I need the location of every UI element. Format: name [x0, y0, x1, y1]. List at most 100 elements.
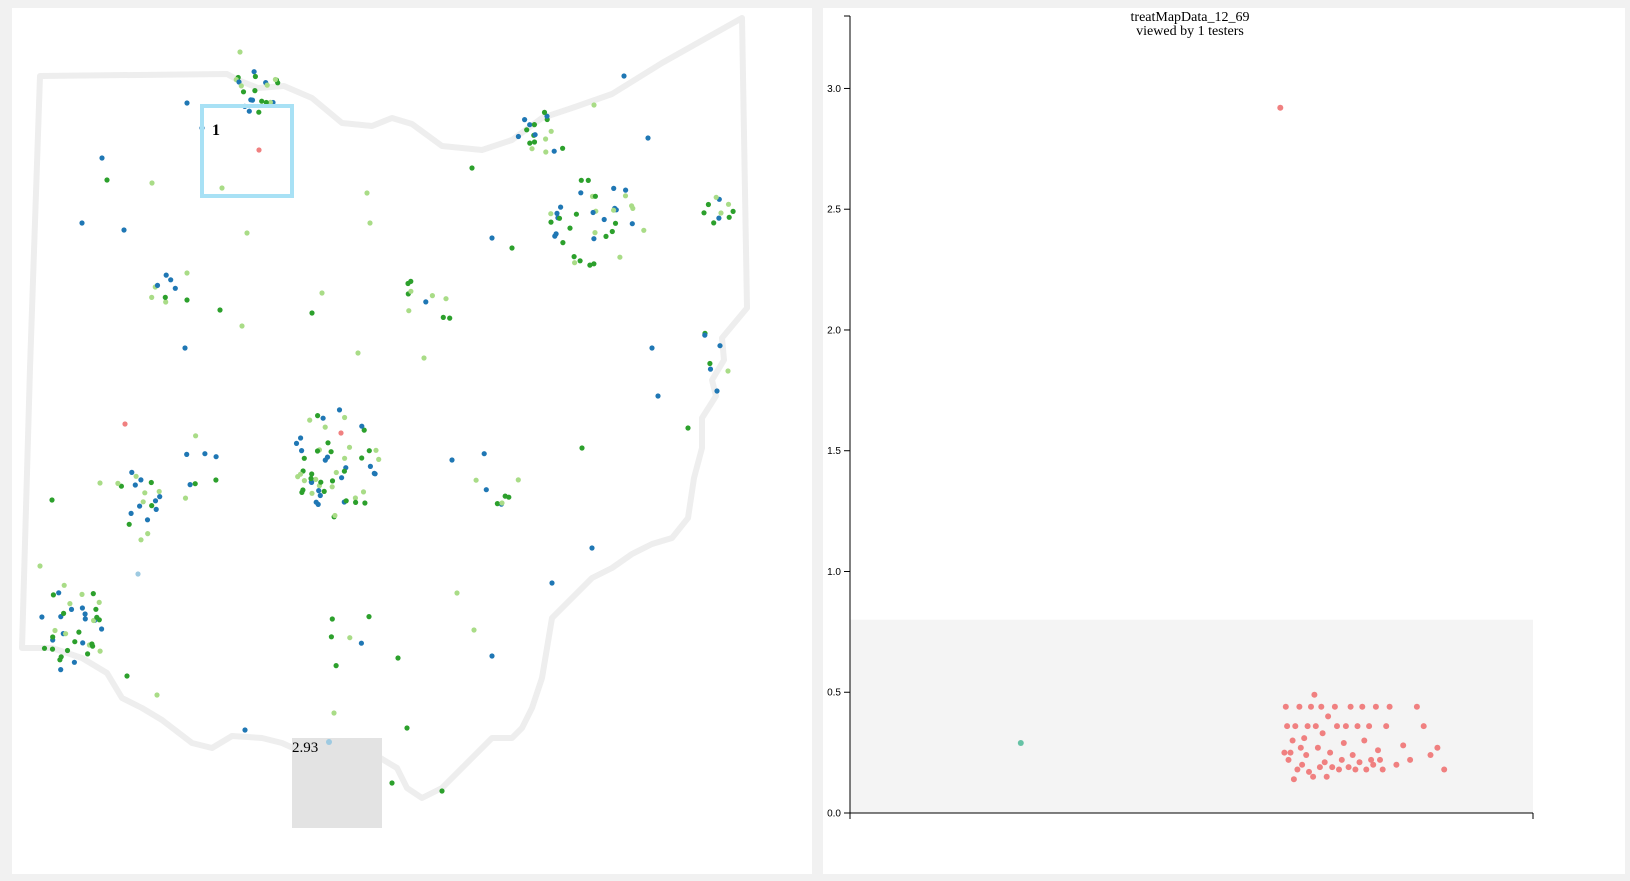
chart-point[interactable] [1308, 703, 1314, 710]
chart-point[interactable] [1359, 703, 1366, 710]
chart-point[interactable] [1342, 723, 1349, 730]
chart-point[interactable] [1383, 723, 1390, 730]
chart-point[interactable] [1299, 761, 1306, 768]
chart-point[interactable] [1325, 713, 1332, 720]
map-point [184, 270, 190, 276]
ohio-map[interactable]: 1 2.93 [12, 8, 812, 874]
map-point [67, 601, 73, 607]
chart-point[interactable] [1349, 752, 1356, 758]
map-point [548, 128, 554, 134]
chart-point[interactable] [1356, 759, 1363, 766]
map-point [52, 627, 58, 634]
chart-point[interactable] [1287, 749, 1294, 756]
map-point [338, 430, 344, 436]
map-point [213, 477, 219, 483]
chart-point[interactable] [1310, 773, 1317, 780]
gray-box[interactable] [292, 738, 382, 828]
chart-point[interactable] [1377, 756, 1383, 763]
chart-point[interactable] [1336, 766, 1342, 773]
map-point [187, 482, 193, 488]
map-point [352, 495, 358, 501]
chart-point[interactable] [1312, 723, 1319, 730]
chart-point[interactable] [1017, 740, 1024, 746]
map-point [154, 692, 160, 698]
chart-points [1017, 104, 1448, 783]
chart-point[interactable] [1323, 773, 1330, 780]
chart-point[interactable] [1301, 735, 1308, 742]
chart-point[interactable] [1370, 761, 1377, 768]
chart-point[interactable] [1393, 761, 1400, 768]
map-point [714, 388, 720, 394]
chart-point[interactable] [1304, 723, 1311, 730]
map-point [219, 185, 225, 191]
map-point [79, 605, 85, 611]
chart-point[interactable] [1296, 703, 1303, 710]
y-axis: 0.0 0.5 1.0 1.5 2.0 2.5 3.0 [827, 15, 851, 820]
chart-point[interactable] [1277, 104, 1284, 111]
map-point [298, 435, 304, 441]
map-point [531, 139, 538, 145]
map-point [329, 478, 336, 484]
chart-point[interactable] [1319, 730, 1326, 737]
chart-point[interactable] [1368, 756, 1375, 763]
chart-point[interactable] [1427, 752, 1434, 758]
gray-box-point [326, 739, 332, 745]
map-point [718, 210, 724, 216]
chart-point[interactable] [1289, 737, 1296, 744]
chart-point[interactable] [1366, 723, 1373, 730]
chart-point[interactable] [1303, 752, 1310, 758]
chart-point[interactable] [1379, 766, 1386, 773]
map-point [142, 490, 148, 496]
chart-point[interactable] [1294, 766, 1301, 773]
chart-point[interactable] [1372, 703, 1379, 710]
chart-point[interactable] [1314, 744, 1321, 751]
map-point [97, 648, 103, 654]
chart-point[interactable] [1290, 776, 1297, 783]
chart-point[interactable] [1321, 759, 1328, 766]
selection-box[interactable] [200, 104, 294, 198]
chart-point[interactable] [1363, 766, 1370, 773]
chart-point[interactable] [1420, 723, 1427, 730]
chart-point[interactable] [1407, 756, 1414, 763]
chart-point[interactable] [1347, 703, 1354, 710]
chart-point[interactable] [1345, 764, 1352, 771]
chart-point[interactable] [1352, 766, 1359, 773]
map-point [82, 616, 88, 622]
map-point [244, 230, 250, 236]
chart-point[interactable] [1318, 703, 1325, 710]
chart-point[interactable] [1434, 744, 1441, 751]
chart-point[interactable] [1329, 764, 1336, 771]
chart-point[interactable] [1413, 703, 1420, 710]
chart-point[interactable] [1311, 691, 1318, 698]
chart-point[interactable] [1281, 749, 1288, 756]
y-tick-label: 2.5 [827, 205, 841, 216]
map-point [454, 590, 460, 596]
map-point [263, 99, 269, 106]
chart-point[interactable] [1441, 766, 1448, 773]
chart-point[interactable] [1306, 768, 1312, 775]
map-point [309, 471, 315, 477]
chart-point[interactable] [1297, 744, 1304, 751]
chart-point[interactable] [1316, 764, 1323, 771]
map-point [328, 634, 334, 640]
map-point [308, 475, 314, 482]
map-point [61, 582, 67, 588]
chart-point[interactable] [1361, 737, 1368, 744]
chart-point[interactable] [1400, 742, 1407, 749]
chart-point[interactable] [1354, 723, 1361, 730]
chart-point[interactable] [1331, 703, 1338, 710]
chart-point[interactable] [1327, 749, 1334, 756]
scatter-chart[interactable]: treatMapData_12_69 viewed by 1 testers 0… [823, 8, 1625, 874]
map-point [543, 136, 549, 142]
map-point [366, 448, 372, 454]
chart-point[interactable] [1338, 756, 1345, 763]
chart-point[interactable] [1340, 740, 1347, 746]
chart-point[interactable] [1285, 756, 1292, 763]
map-point [341, 468, 347, 474]
chart-point[interactable] [1292, 723, 1299, 730]
chart-point[interactable] [1386, 703, 1393, 710]
chart-point[interactable] [1282, 703, 1289, 710]
chart-point[interactable] [1375, 747, 1381, 754]
chart-point[interactable] [1334, 723, 1340, 730]
chart-point[interactable] [1284, 723, 1291, 730]
